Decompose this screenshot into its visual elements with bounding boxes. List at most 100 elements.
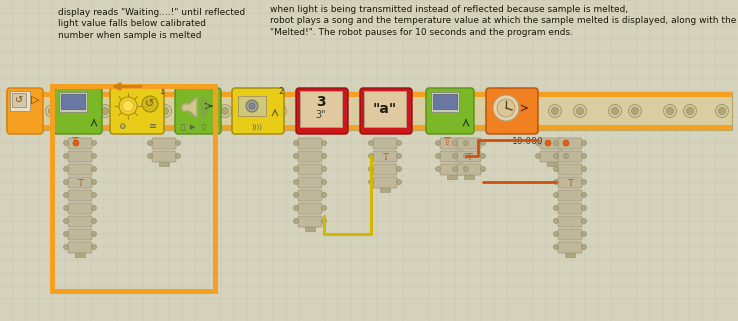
Circle shape [162, 108, 168, 115]
FancyBboxPatch shape [7, 88, 43, 134]
Bar [547, 162, 557, 166]
Circle shape [582, 219, 587, 223]
Circle shape [368, 167, 373, 171]
Circle shape [632, 108, 638, 115]
Text: 3: 3 [316, 95, 325, 109]
FancyBboxPatch shape [68, 151, 92, 162]
FancyBboxPatch shape [558, 229, 582, 240]
FancyBboxPatch shape [558, 138, 582, 149]
Text: ↺: ↺ [145, 99, 155, 109]
Bar [6, 125, 732, 130]
Circle shape [554, 231, 559, 237]
FancyBboxPatch shape [558, 164, 582, 175]
Bar [61, 94, 85, 109]
Circle shape [221, 108, 229, 115]
Circle shape [49, 108, 55, 115]
FancyBboxPatch shape [558, 216, 582, 227]
FancyBboxPatch shape [68, 177, 92, 188]
Circle shape [486, 105, 498, 117]
Circle shape [277, 108, 283, 115]
Circle shape [368, 179, 373, 185]
FancyBboxPatch shape [68, 190, 92, 201]
Circle shape [582, 141, 587, 145]
FancyBboxPatch shape [298, 164, 322, 175]
Circle shape [123, 100, 134, 111]
Bar [50, 84, 55, 294]
Circle shape [142, 108, 148, 115]
FancyBboxPatch shape [298, 177, 322, 188]
FancyBboxPatch shape [68, 242, 92, 253]
Circle shape [294, 153, 298, 159]
Circle shape [311, 105, 325, 117]
Circle shape [294, 141, 298, 145]
Text: 1: 1 [159, 88, 165, 97]
Circle shape [63, 167, 69, 171]
Circle shape [554, 205, 559, 211]
Text: ≡: ≡ [149, 121, 157, 131]
Circle shape [63, 245, 69, 249]
Circle shape [337, 108, 343, 115]
FancyBboxPatch shape [68, 203, 92, 214]
Circle shape [396, 141, 401, 145]
Circle shape [449, 105, 461, 117]
Circle shape [396, 153, 401, 159]
Bar [50, 289, 218, 294]
Circle shape [119, 97, 137, 115]
Circle shape [452, 167, 458, 171]
Circle shape [322, 167, 326, 171]
Bar [59, 92, 87, 112]
Circle shape [551, 108, 559, 115]
Circle shape [683, 105, 697, 117]
Circle shape [497, 99, 515, 117]
Bar [50, 84, 218, 89]
FancyBboxPatch shape [152, 138, 176, 149]
Bar [6, 92, 732, 130]
Circle shape [148, 141, 153, 145]
Circle shape [73, 140, 79, 146]
Text: ▶: ▶ [190, 124, 196, 130]
FancyBboxPatch shape [558, 242, 582, 253]
Circle shape [10, 105, 24, 117]
Circle shape [536, 141, 540, 145]
Circle shape [463, 153, 469, 159]
Circle shape [582, 193, 587, 197]
Circle shape [388, 105, 401, 117]
FancyBboxPatch shape [152, 151, 176, 162]
Circle shape [582, 205, 587, 211]
Text: 𝕋: 𝕋 [466, 152, 472, 161]
Circle shape [719, 108, 725, 115]
Circle shape [629, 105, 641, 117]
Circle shape [63, 141, 69, 145]
Circle shape [582, 231, 587, 237]
FancyBboxPatch shape [558, 190, 582, 201]
FancyBboxPatch shape [296, 88, 348, 134]
Bar [159, 162, 169, 166]
Circle shape [573, 105, 587, 117]
Circle shape [452, 141, 458, 145]
Bar [10, 91, 30, 111]
Circle shape [322, 153, 326, 159]
Polygon shape [182, 97, 197, 118]
FancyBboxPatch shape [54, 88, 102, 134]
Circle shape [435, 167, 441, 171]
Circle shape [548, 105, 562, 117]
Circle shape [176, 141, 181, 145]
Circle shape [545, 140, 551, 146]
Text: 𝕋: 𝕋 [443, 137, 449, 147]
Bar [305, 227, 315, 231]
Circle shape [391, 108, 399, 115]
FancyBboxPatch shape [298, 216, 322, 227]
Circle shape [63, 219, 69, 223]
Text: ⚙: ⚙ [118, 122, 125, 131]
Circle shape [218, 105, 232, 117]
Circle shape [142, 96, 158, 112]
Circle shape [199, 105, 212, 117]
FancyBboxPatch shape [457, 164, 481, 175]
Circle shape [452, 108, 458, 115]
Circle shape [452, 153, 458, 159]
FancyBboxPatch shape [558, 203, 582, 214]
FancyBboxPatch shape [68, 164, 92, 175]
Circle shape [63, 205, 69, 211]
FancyBboxPatch shape [457, 138, 481, 149]
FancyBboxPatch shape [360, 88, 412, 134]
